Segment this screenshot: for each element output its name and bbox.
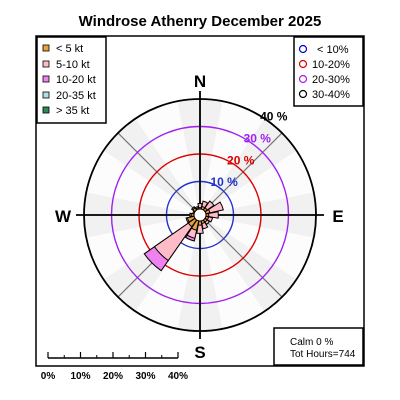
ring-legend-marker-lt10 (298, 44, 308, 54)
total-hours-text: Tot Hours=744 (290, 349, 356, 360)
ring-legend-box (293, 36, 364, 107)
scale-ticks: 0% 10% 20% 30% 40% (41, 352, 188, 382)
scale-label: 30% (135, 371, 155, 382)
speed-swatch-10-20 (42, 75, 50, 83)
compass-north: N (194, 72, 206, 91)
ring-legend-marker-20-30 (298, 74, 308, 84)
scale-label: 20% (103, 371, 123, 382)
ring-legend-label-20-30: 20-30% (312, 74, 350, 86)
speed-label-gt35: > 35 kt (56, 105, 89, 117)
petal-segment (153, 214, 201, 262)
ring-label: 20 % (227, 153, 255, 167)
ring-legend-marker-10-20 (298, 59, 308, 69)
speed-legend: < 5 kt 5-10 kt 10-20 kt 20-35 kt > 35 kt (36, 36, 107, 124)
ring-legend: < 10% 10-20% 20-30% 30-40% (293, 36, 364, 107)
speed-swatch-5-10 (42, 60, 50, 68)
chart-title: Windrose Athenry December 2025 (79, 13, 322, 30)
scale-label: 10% (70, 371, 90, 382)
calm-box-frame (273, 327, 364, 366)
calm-text: Calm 0 % (290, 337, 333, 348)
plot-frame (35, 35, 365, 367)
calm-box: Calm 0 % Tot Hours=744 (273, 327, 364, 366)
speed-swatch-20-35 (42, 91, 50, 99)
ring-legend-label-10-20: 10-20% (312, 59, 350, 71)
ring-label: 30 % (244, 131, 272, 145)
rose-spoke (117, 132, 201, 216)
compass-east: E (332, 207, 343, 226)
speed-swatch-gt35 (42, 106, 50, 114)
ring-label: 40 % (260, 109, 288, 123)
ring-legend-label-lt10: < 10% (317, 44, 349, 56)
speed-label-20-35: 20-35 kt (56, 90, 96, 102)
ring-label: 10 % (210, 175, 238, 189)
ring-legend-label-30-40: 30-40% (312, 89, 350, 101)
speed-label-lt5: < 5 kt (56, 43, 83, 55)
calm-circle (193, 208, 207, 222)
rose-plot: 10 % 20 % 30 % 40 % (76, 91, 324, 339)
rose-spoke (199, 214, 283, 298)
compass-south: S (194, 343, 205, 362)
scale-bar: 0% 10% 20% 30% 40% (41, 352, 188, 382)
compass-west: W (55, 207, 72, 226)
scale-label: 40% (168, 371, 188, 382)
speed-label-10-20: 10-20 kt (56, 74, 96, 86)
ring-legend-marker-30-40 (298, 89, 308, 99)
rose-spoke (199, 132, 283, 216)
speed-label-5-10: 5-10 kt (56, 59, 90, 71)
scale-label: 0% (41, 371, 56, 382)
speed-swatch-lt5 (42, 44, 50, 52)
